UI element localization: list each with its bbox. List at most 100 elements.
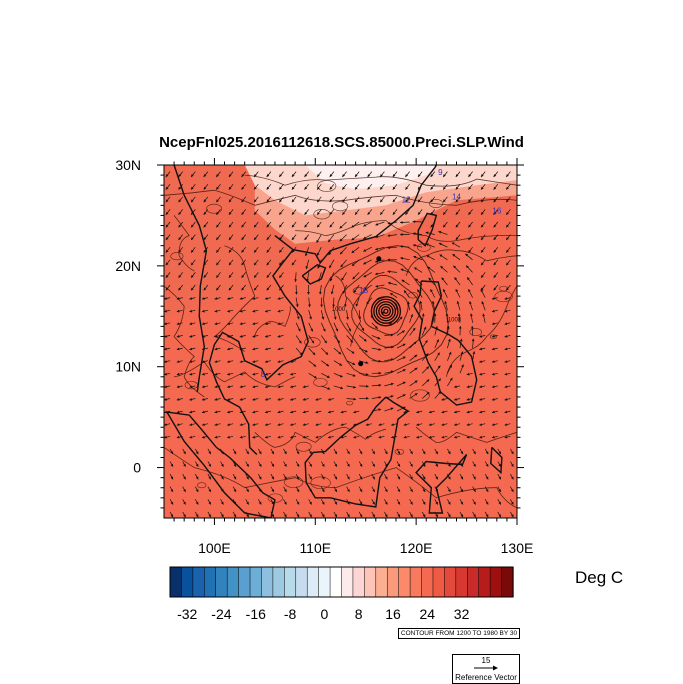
wind-arrowhead <box>504 385 508 389</box>
wind-arrowhead <box>466 435 470 439</box>
wind-arrowhead <box>493 262 497 266</box>
wind-arrowhead <box>359 476 363 480</box>
wind-arrowhead <box>485 514 489 518</box>
wind-arrowhead <box>221 489 224 492</box>
wind-arrowhead <box>183 463 186 467</box>
wind-arrowhead <box>347 463 350 467</box>
wind-arrowhead <box>460 476 463 480</box>
precip-contour-cell <box>197 482 207 489</box>
wind-arrowhead <box>183 489 186 492</box>
wind-arrowhead <box>178 174 182 177</box>
wind-arrowhead <box>241 249 245 253</box>
coastline <box>173 165 208 392</box>
wind-arrowhead <box>448 338 451 342</box>
wind-arrowhead <box>216 224 219 228</box>
wind-arrowhead <box>164 435 167 439</box>
wind-arrowhead <box>328 435 331 439</box>
wind-arrowhead <box>413 244 416 247</box>
wind-arrowhead <box>291 237 295 240</box>
wind-arrowhead <box>332 304 335 308</box>
wind-arrowhead <box>391 358 394 361</box>
wind-arrowhead <box>498 451 501 455</box>
wind-arrowhead <box>504 423 508 426</box>
wind-arrowhead <box>321 451 325 455</box>
wind-arrowhead <box>277 410 281 414</box>
precip-contour-label: 16 <box>492 206 501 215</box>
wind-arrowhead <box>439 254 443 258</box>
wind-arrowhead <box>317 174 320 177</box>
wind-arrowhead <box>319 291 322 295</box>
wind-arrowhead <box>214 335 218 338</box>
wind-arrowhead <box>305 253 308 257</box>
wind-arrowhead <box>277 398 281 401</box>
wind-arrowhead <box>189 423 193 426</box>
wind-arrowhead <box>397 514 400 518</box>
wind-arrowhead <box>227 372 230 376</box>
wind-arrowhead <box>418 174 421 177</box>
colorbar-swatch <box>455 566 468 598</box>
wind-arrowhead <box>297 328 301 332</box>
wind-arrowhead <box>506 212 509 215</box>
wind-arrowhead <box>479 347 483 351</box>
wind-arrowhead <box>298 340 302 344</box>
wind-arrowhead <box>479 360 483 363</box>
wind-arrowhead <box>306 279 309 282</box>
wind-arrowhead <box>410 314 413 317</box>
wind-arrowhead <box>309 316 312 320</box>
pressure-isobar-1 <box>351 274 421 348</box>
wind-arrowhead <box>203 237 207 240</box>
wind-arrowhead <box>351 263 355 266</box>
wind-arrowhead <box>405 174 408 177</box>
wind-arrowhead <box>227 385 230 389</box>
wind-arrowhead <box>498 489 501 492</box>
wind-arrowhead <box>178 212 182 215</box>
wind-arrowhead <box>342 199 345 203</box>
wind-arrowhead <box>165 287 169 291</box>
wind-arrowhead <box>443 224 446 228</box>
wind-arrowhead <box>361 327 364 331</box>
wind-arrowhead <box>241 174 245 177</box>
wind-arrowhead <box>365 435 369 439</box>
reference-vector-label: Reference Vector <box>455 673 517 682</box>
wind-arrowhead <box>252 360 256 363</box>
wind-arrowhead <box>254 249 257 253</box>
wind-arrowhead <box>317 212 320 215</box>
wind-arrowhead <box>438 242 442 246</box>
wind-arrowhead <box>328 410 331 414</box>
wind-arrowhead <box>468 174 472 177</box>
coastline <box>301 264 327 285</box>
wind-arrowhead <box>202 372 205 376</box>
wind-arrowhead <box>347 476 350 480</box>
wind-arrowhead <box>221 476 224 480</box>
wind-arrowhead <box>481 174 484 177</box>
wind-arrowhead <box>227 297 230 300</box>
wind-arrowhead <box>202 385 205 389</box>
wind-arrowhead <box>277 322 281 326</box>
wind-arrowhead <box>438 230 442 234</box>
wind-arrowhead <box>402 356 406 360</box>
wind-arrowhead <box>492 309 495 313</box>
wind-arrowhead <box>189 385 193 389</box>
wind-arrowhead <box>227 335 230 338</box>
wind-arrowhead <box>344 304 347 307</box>
wind-arrowhead <box>315 435 319 439</box>
wind-arrowhead <box>468 249 472 253</box>
wind-arrowhead <box>165 262 169 266</box>
wind-arrowhead <box>189 372 193 376</box>
wind-arrowhead <box>465 253 469 257</box>
wind-arrowhead <box>364 287 368 291</box>
wind-arrowhead <box>246 489 249 492</box>
wind-arrowhead <box>178 275 182 278</box>
wind-arrowhead <box>481 224 484 228</box>
wind-arrowhead <box>473 489 476 492</box>
wind-arrowhead <box>485 489 489 492</box>
wind-arrowhead <box>202 335 205 338</box>
wind-arrowhead <box>449 364 452 368</box>
temperature-contour-7 <box>415 426 517 443</box>
map-plot-area: 9 12 14 16 15 8 1000 1008 <box>164 165 517 518</box>
wind-arrowhead <box>203 224 207 228</box>
colorbar-swatch <box>467 566 480 598</box>
wind-arrowhead <box>170 501 173 505</box>
wind-arrowhead <box>342 290 346 294</box>
wind-arrowhead <box>400 257 403 260</box>
